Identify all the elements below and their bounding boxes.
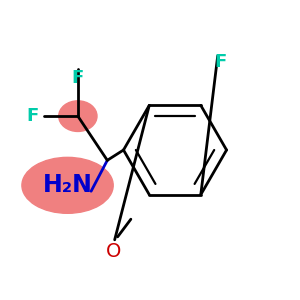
Text: F: F bbox=[26, 107, 38, 125]
Text: O: O bbox=[106, 242, 121, 261]
Text: F: F bbox=[214, 53, 227, 71]
Ellipse shape bbox=[22, 158, 113, 213]
Text: F: F bbox=[72, 69, 84, 87]
Text: H₂N: H₂N bbox=[43, 173, 92, 197]
Ellipse shape bbox=[59, 101, 97, 131]
